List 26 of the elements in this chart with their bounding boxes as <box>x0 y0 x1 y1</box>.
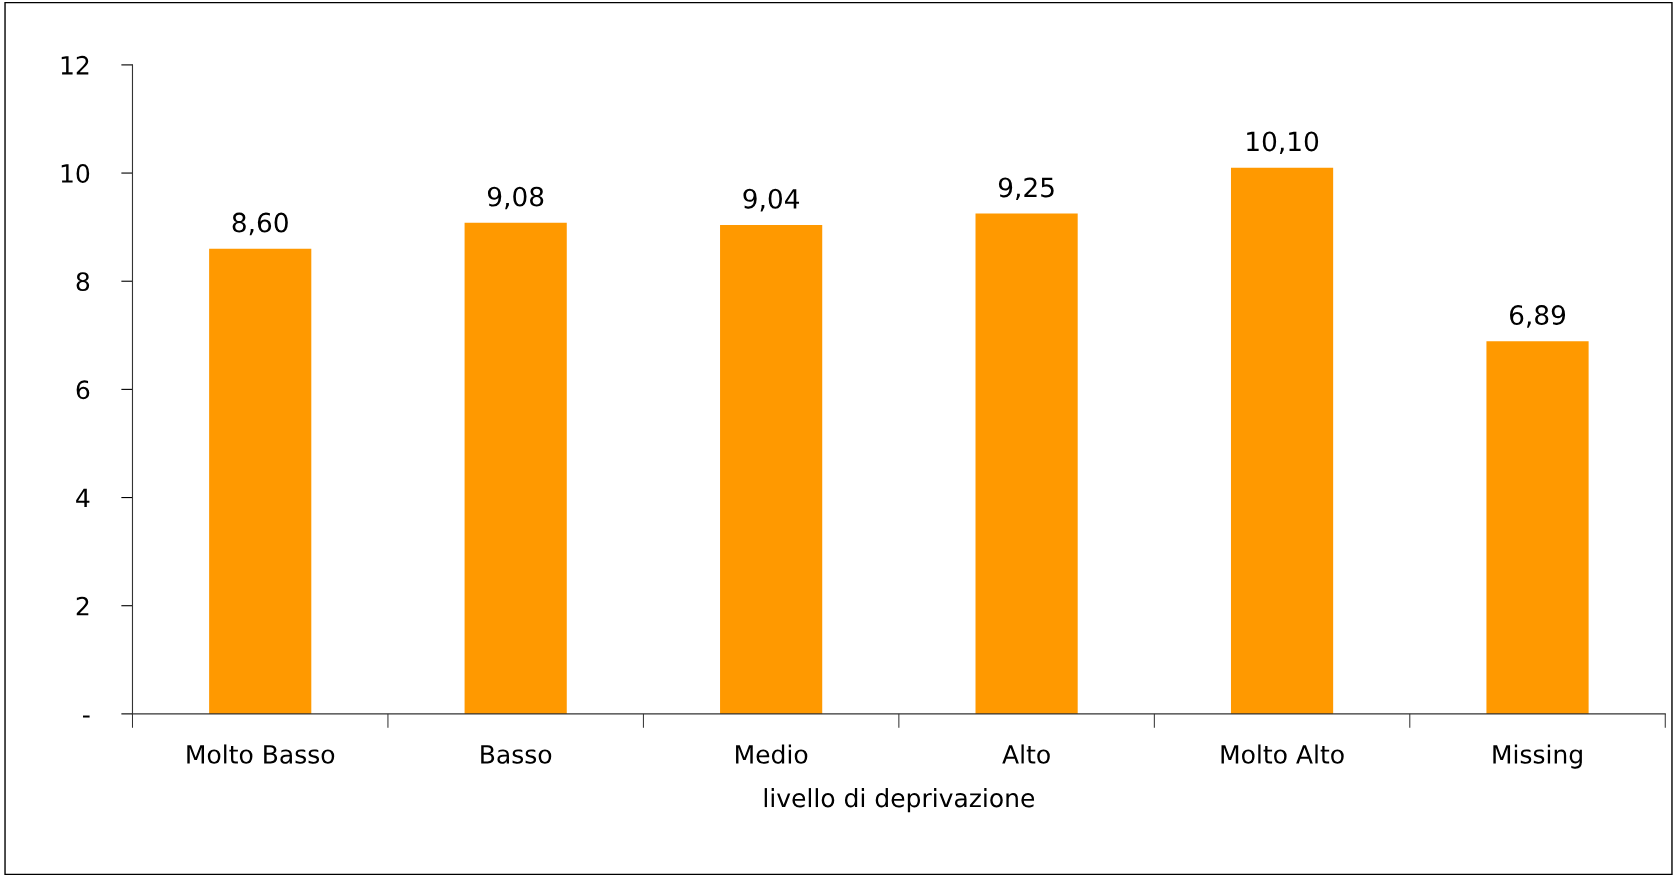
y-tick-label: 2 <box>76 596 89 616</box>
data-label: 8,60 <box>232 212 288 236</box>
bar <box>209 248 312 714</box>
data-label: 6,89 <box>1509 305 1566 328</box>
x-axis-title: livello di deprivazione <box>764 788 1035 813</box>
bar <box>464 222 567 714</box>
x-tick-label: Medio <box>736 744 808 764</box>
y-tick-label: 12 <box>61 55 89 75</box>
y-tick-label: 4 <box>76 488 90 508</box>
data-label: 9,04 <box>743 188 800 212</box>
x-tick-label: Basso <box>481 745 552 764</box>
bar <box>720 224 823 714</box>
x-tick-label: Alto <box>1002 744 1050 764</box>
data-label: 9,08 <box>487 186 544 210</box>
x-tick-label: Molto Basso <box>187 744 335 764</box>
y-tick-label: - <box>83 715 90 718</box>
y-tick-label: 6 <box>76 380 90 400</box>
bar <box>975 213 1078 714</box>
x-tick-label: Molto Alto <box>1221 744 1344 764</box>
bar <box>1230 167 1334 714</box>
data-label: 10,10 <box>1247 131 1319 155</box>
y-tick-label: 10 <box>61 164 90 183</box>
x-tick-label: Missing <box>1493 744 1582 769</box>
bar <box>1486 341 1589 714</box>
y-tick-label: 8 <box>76 272 90 292</box>
data-label: 9,25 <box>998 177 1054 201</box>
